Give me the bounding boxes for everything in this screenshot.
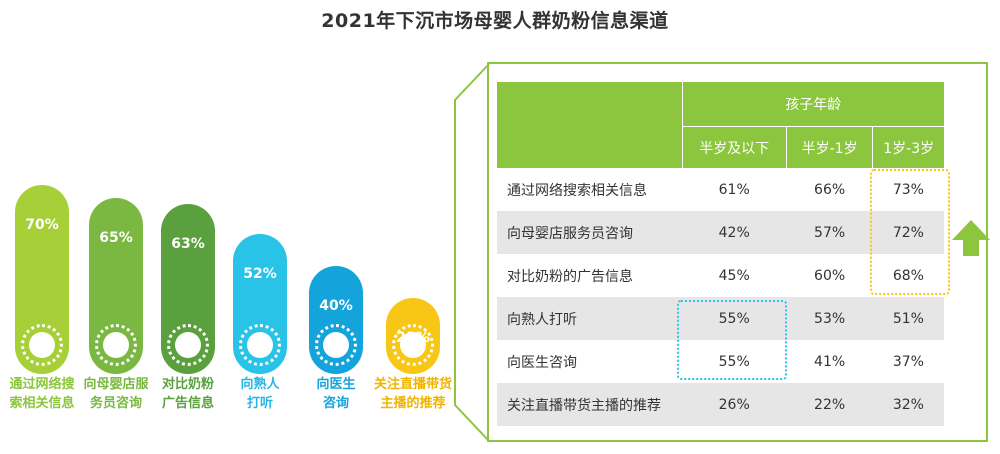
up-arrow-icon — [952, 220, 990, 256]
bar-value-label: 70% — [25, 217, 59, 233]
category-label-line: 广告信息 — [161, 396, 214, 411]
column-header: 1岁-3岁 — [872, 126, 944, 168]
table-cell: 53% — [786, 297, 873, 340]
category-label: 通过网络搜索相关信息 — [0, 375, 84, 413]
table-cell: 68% — [872, 254, 944, 297]
table-row: 向熟人打听 55% 53% 51% — [497, 297, 944, 340]
bar-value-label: 52% — [243, 266, 277, 282]
bar-value-label: 63% — [171, 236, 205, 252]
table-row: 关注直播带货主播的推荐 26% 22% 32% — [497, 383, 944, 426]
category-label-line: 咨询 — [322, 396, 349, 411]
circle-icon — [167, 324, 209, 366]
table-cell: 60% — [786, 254, 873, 297]
category-label-line: 主播的推荐 — [380, 396, 446, 411]
category-label: 对比奶粉 广告信息 — [146, 375, 230, 413]
category-label: 关注直播带货 主播的推荐 — [371, 375, 455, 413]
bar-chart: 70% 通过网络搜索相关信息 65% 向母婴店服务员咨询 63% 对比奶粉广告信息 52% 向… — [0, 0, 470, 454]
column-header: 半岁-1岁 — [785, 126, 873, 168]
table-corner-lower — [497, 126, 683, 168]
circle-icon — [21, 324, 63, 366]
circle-icon — [95, 324, 137, 366]
row-label: 通过网络搜索相关信息 — [497, 168, 683, 211]
chart-title: 2021年下沉市场母婴人群奶粉信息渠道 — [321, 10, 669, 32]
bar: 28% — [386, 298, 440, 374]
category-label: 向医生 咨询 — [294, 375, 378, 413]
highlight-box-yellow — [870, 169, 950, 295]
bar-value-label: 65% — [99, 230, 133, 246]
table-cell: 57% — [786, 211, 873, 254]
bar-value-label: 40% — [319, 298, 353, 314]
category-label-line: 向医生 — [316, 377, 356, 392]
category-label-line: 通过网络搜 — [9, 377, 75, 392]
table-corner — [497, 82, 683, 127]
category-label: 向熟人 打听 — [218, 375, 302, 413]
table-cell: 66% — [786, 168, 873, 211]
bar: 70% — [15, 185, 69, 374]
row-label: 对比奶粉的广告信息 — [497, 254, 683, 297]
table-cell: 51% — [872, 297, 944, 340]
table-row: 向医生咨询 55% 41% 37% — [497, 340, 944, 383]
circle-icon — [392, 324, 434, 366]
category-label-line: 向母婴店服 — [83, 377, 149, 392]
table-cell: 55% — [682, 340, 787, 383]
table-cell: 55% — [682, 297, 787, 340]
category-label-line: 索相关信息 — [9, 396, 75, 411]
table-cell: 72% — [872, 211, 944, 254]
category-label: 向母婴店服 务员咨询 — [74, 375, 158, 413]
table-cell: 22% — [786, 383, 873, 426]
bar: 52% — [233, 234, 287, 374]
table-row: 通过网络搜索相关信息 61% 66% 73% — [497, 168, 944, 211]
bar: 63% — [161, 204, 215, 374]
category-label-line: 打听 — [246, 396, 273, 411]
circle-icon — [239, 324, 281, 366]
group-header: 孩子年龄 — [681, 82, 944, 127]
table-cell: 42% — [682, 211, 787, 254]
table-row: 对比奶粉的广告信息 45% 60% 68% — [497, 254, 944, 297]
row-label: 向熟人打听 — [497, 297, 683, 340]
table-cell: 73% — [872, 168, 944, 211]
table-row: 向母婴店服务员咨询 42% 57% 72% — [497, 211, 944, 254]
row-label: 向母婴店服务员咨询 — [497, 211, 683, 254]
circle-icon — [315, 324, 357, 366]
bar: 40% — [309, 266, 363, 374]
row-label: 关注直播带货主播的推荐 — [497, 383, 683, 426]
table-cell: 41% — [786, 340, 873, 383]
table-cell: 26% — [682, 383, 787, 426]
category-label-line: 关注直播带货 — [373, 377, 452, 392]
table-cell: 45% — [682, 254, 787, 297]
table-cell: 32% — [872, 383, 944, 426]
table-cell: 61% — [682, 168, 787, 211]
bar: 65% — [89, 198, 143, 374]
age-table: 孩子年龄 半岁及以下 半岁-1岁 1岁-3岁 通过网络搜索相关信息 61% 66… — [497, 82, 944, 426]
table-frame — [487, 62, 988, 442]
category-label-line: 对比奶粉 — [161, 377, 214, 392]
category-label-line: 务员咨询 — [89, 396, 142, 411]
row-label: 向医生咨询 — [497, 340, 683, 383]
column-header: 半岁及以下 — [681, 126, 787, 168]
table-cell: 37% — [872, 340, 944, 383]
highlight-box-blue — [677, 300, 787, 380]
category-label-line: 向熟人 — [240, 377, 280, 392]
